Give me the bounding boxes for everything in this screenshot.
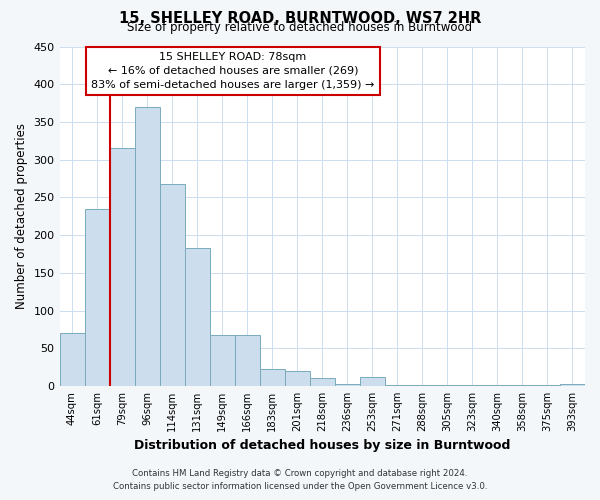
Bar [435, 385, 460, 386]
Bar [510, 385, 535, 386]
Text: 15 SHELLEY ROAD: 78sqm
← 16% of detached houses are smaller (269)
83% of semi-de: 15 SHELLEY ROAD: 78sqm ← 16% of detached… [91, 52, 374, 90]
Bar [335, 384, 360, 386]
Bar [385, 385, 410, 386]
Bar [560, 384, 585, 386]
Bar [185, 248, 209, 386]
Bar [360, 377, 385, 386]
Bar [485, 385, 510, 386]
Bar [160, 184, 185, 386]
Bar [209, 334, 235, 386]
X-axis label: Distribution of detached houses by size in Burntwood: Distribution of detached houses by size … [134, 440, 511, 452]
Bar [285, 371, 310, 386]
Text: 15, SHELLEY ROAD, BURNTWOOD, WS7 2HR: 15, SHELLEY ROAD, BURNTWOOD, WS7 2HR [119, 11, 481, 26]
Bar [110, 148, 134, 386]
Y-axis label: Number of detached properties: Number of detached properties [15, 123, 28, 309]
Bar [460, 385, 485, 386]
Bar [310, 378, 335, 386]
Bar [535, 385, 560, 386]
Bar [59, 333, 85, 386]
Bar [260, 368, 285, 386]
Text: Size of property relative to detached houses in Burntwood: Size of property relative to detached ho… [127, 22, 473, 35]
Bar [85, 208, 110, 386]
Bar [410, 385, 435, 386]
Bar [235, 334, 260, 386]
Text: Contains HM Land Registry data © Crown copyright and database right 2024.
Contai: Contains HM Land Registry data © Crown c… [113, 469, 487, 491]
Bar [134, 107, 160, 386]
